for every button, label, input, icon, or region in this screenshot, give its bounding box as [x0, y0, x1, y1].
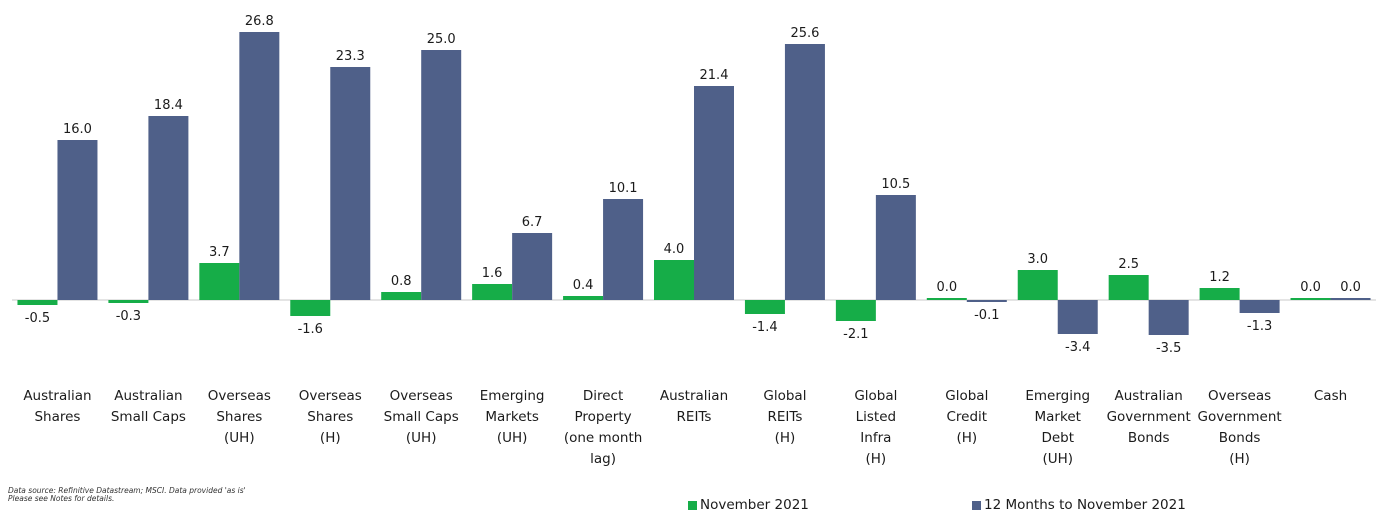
bar-12-months-12	[1149, 300, 1189, 335]
data-label-12-months-1: 18.4	[154, 98, 183, 113]
legend-swatch-navy	[972, 501, 981, 510]
data-label-12-months-10: -0.1	[974, 308, 999, 323]
bar-12-months-13	[1240, 300, 1280, 313]
legend-swatch-green	[688, 501, 697, 510]
data-label-12-months-4: 25.0	[427, 32, 456, 47]
data-label-november-2021-0: -0.5	[25, 311, 50, 326]
bar-november-2021-12	[1109, 275, 1149, 300]
data-label-12-months-2: 26.8	[245, 14, 274, 29]
bar-12-months-5	[512, 233, 552, 300]
bar-november-2021-14	[1291, 298, 1331, 300]
legend-label: November 2021	[700, 497, 809, 513]
bar-november-2021-4	[381, 292, 421, 300]
data-label-november-2021-5: 1.6	[482, 266, 503, 281]
bar-november-2021-11	[1018, 270, 1058, 300]
bar-november-2021-2	[199, 263, 239, 300]
bar-november-2021-0	[17, 300, 57, 305]
data-label-november-2021-7: 4.0	[664, 242, 685, 257]
bar-12-months-10	[967, 300, 1007, 302]
data-label-12-months-7: 21.4	[700, 68, 729, 83]
data-label-november-2021-13: 1.2	[1209, 270, 1230, 285]
data-label-november-2021-2: 3.7	[209, 245, 230, 260]
bar-november-2021-8	[745, 300, 785, 314]
data-label-12-months-13: -1.3	[1247, 319, 1272, 334]
data-label-12-months-6: 10.1	[609, 181, 638, 196]
bar-12-months-1	[148, 116, 188, 300]
legend-item-november-2021: November 2021	[688, 497, 809, 513]
bar-12-months-6	[603, 199, 643, 300]
category-label-8: Global REITs (H)	[763, 388, 806, 446]
data-label-12-months-9: 10.5	[881, 177, 910, 192]
bar-november-2021-3	[290, 300, 330, 316]
data-label-november-2021-6: 0.4	[573, 278, 594, 293]
data-label-12-months-5: 6.7	[522, 215, 543, 230]
bar-november-2021-6	[563, 296, 603, 300]
bar-12-months-0	[57, 140, 97, 300]
bar-12-months-4	[421, 50, 461, 300]
bar-november-2021-7	[654, 260, 694, 300]
legend-label: 12 Months to November 2021	[984, 497, 1186, 513]
category-label-4: Overseas Small Caps (UH)	[384, 388, 459, 446]
data-source-note: Data source: Refinitive Datastream; MSCI…	[8, 487, 246, 503]
data-label-12-months-8: 25.6	[790, 26, 819, 41]
bar-12-months-7	[694, 86, 734, 300]
data-label-november-2021-9: -2.1	[843, 327, 868, 342]
bar-november-2021-10	[927, 298, 967, 300]
bar-12-months-3	[330, 67, 370, 300]
category-label-1: Australian Small Caps	[111, 388, 186, 425]
bar-november-2021-5	[472, 284, 512, 300]
data-label-november-2021-3: -1.6	[298, 322, 323, 337]
category-label-0: Australian Shares	[23, 388, 91, 425]
bar-november-2021-1	[108, 300, 148, 303]
category-label-6: Direct Property (one month lag)	[564, 388, 643, 467]
category-label-11: Emerging Market Debt (UH)	[1025, 388, 1090, 467]
bar-12-months-14	[1331, 298, 1371, 300]
bar-november-2021-13	[1200, 288, 1240, 300]
data-label-november-2021-12: 2.5	[1118, 257, 1139, 272]
data-label-november-2021-11: 3.0	[1027, 252, 1048, 267]
notes-line: Please see Notes for details.	[8, 495, 246, 503]
category-label-13: Overseas Government Bonds (H)	[1197, 388, 1281, 467]
category-label-9: Global Listed Infra (H)	[854, 388, 897, 467]
category-label-7: Australian REITs	[660, 388, 728, 425]
data-label-november-2021-14: 0.0	[1300, 280, 1321, 295]
data-label-12-months-3: 23.3	[336, 49, 365, 64]
data-label-november-2021-10: 0.0	[936, 280, 957, 295]
bar-12-months-9	[876, 195, 916, 300]
category-label-5: Emerging Markets (UH)	[480, 388, 545, 446]
bar-november-2021-9	[836, 300, 876, 321]
category-label-10: Global Credit (H)	[945, 388, 988, 446]
data-label-12-months-11: -3.4	[1065, 340, 1090, 355]
category-label-12: Australian Government Bonds	[1107, 388, 1191, 446]
data-label-november-2021-4: 0.8	[391, 274, 412, 289]
bar-12-months-11	[1058, 300, 1098, 334]
category-label-2: Overseas Shares (UH)	[208, 388, 271, 446]
bar-12-months-2	[239, 32, 279, 300]
data-label-12-months-0: 16.0	[63, 122, 92, 137]
data-label-november-2021-1: -0.3	[116, 309, 141, 324]
data-label-12-months-12: -3.5	[1156, 341, 1181, 356]
category-label-14: Cash	[1314, 388, 1347, 404]
category-label-3: Overseas Shares (H)	[299, 388, 362, 446]
legend-item-12-months: 12 Months to November 2021	[972, 497, 1186, 513]
bar-12-months-8	[785, 44, 825, 300]
bar-chart: -0.5 16.0 Australian Shares -0.3 18.4 Australi…	[0, 0, 1386, 480]
data-label-12-months-14: 0.0	[1340, 280, 1361, 295]
data-label-november-2021-8: -1.4	[752, 320, 777, 335]
